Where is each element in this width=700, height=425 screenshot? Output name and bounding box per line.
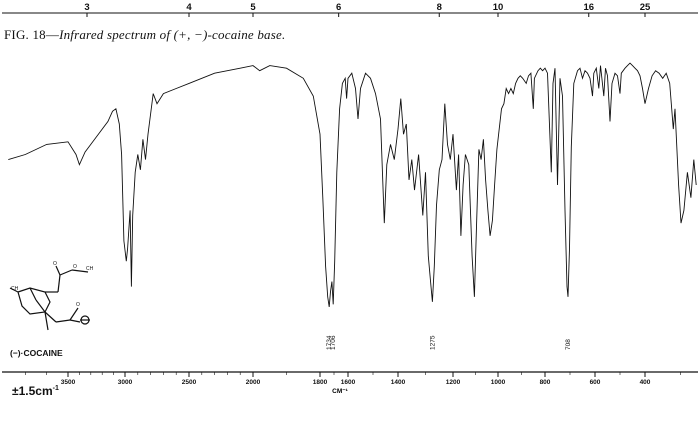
- bottom-tick-label: 1400: [391, 379, 406, 386]
- structure-atom-labels: CH O O CH O: [11, 261, 94, 308]
- bottom-tick-label: 1000: [491, 379, 506, 386]
- x-axis-unit: CM⁻¹: [332, 388, 348, 395]
- compound-label: (−)·COCAINE: [10, 348, 63, 358]
- peak-label: 1275: [429, 335, 436, 350]
- figure-caption: FIG. 18—Infrared spectrum of (+, −)-coca…: [4, 27, 285, 43]
- caption-prefix: FIG. 18—: [4, 27, 60, 42]
- svg-text:O: O: [76, 302, 80, 308]
- bottom-tick-label: 3500: [61, 379, 76, 386]
- top-tick-label: 8: [437, 2, 442, 13]
- caption-title: Infrared spectrum of (+, −)-cocaine base…: [59, 27, 286, 42]
- bottom-tick-label: 3000: [118, 379, 133, 386]
- svg-text:CH: CH: [86, 266, 94, 272]
- top-tick-label: 16: [583, 2, 594, 13]
- top-tick-label: 25: [640, 2, 651, 13]
- top-tick-label: 5: [250, 2, 256, 13]
- bottom-tick-label: 1600: [341, 379, 356, 386]
- bottom-tick-label: 600: [590, 379, 601, 386]
- scale-label-text: ±1.5cm: [12, 384, 53, 398]
- bottom-tick-label: 800: [540, 379, 551, 386]
- peak-label: 1734: [326, 335, 333, 350]
- bottom-axis-labels: 3500 3000 2500 2000 1800 1600 1400 1200 1000 800 6…: [61, 379, 651, 386]
- peak-label: 1706: [330, 335, 337, 350]
- bottom-tick-label: 1200: [446, 379, 461, 386]
- top-axis-labels: 3 4 5 6 8 10 16 25: [84, 2, 651, 13]
- bottom-tick-label: 2000: [246, 379, 261, 386]
- svg-text:O: O: [53, 261, 57, 267]
- bottom-axis-ticks: [25, 372, 681, 377]
- spectrum-trace: [8, 62, 697, 307]
- top-tick-label: 4: [186, 2, 192, 13]
- bottom-tick-label: 1800: [313, 379, 328, 386]
- svg-text:CH: CH: [11, 286, 19, 292]
- peak-label: 708: [565, 339, 572, 350]
- scale-label: ±1.5cm-1: [12, 384, 59, 398]
- cocaine-structure-drawing: [9, 265, 90, 331]
- top-tick-label: 6: [336, 2, 341, 13]
- top-tick-label: 3: [84, 2, 89, 13]
- top-tick-label: 10: [493, 2, 504, 13]
- scale-label-exponent: -1: [52, 385, 59, 392]
- top-axis-ticks: [2, 12, 698, 17]
- bottom-tick-label: 400: [640, 379, 651, 386]
- svg-text:O: O: [73, 264, 77, 270]
- bottom-tick-label: 2500: [182, 379, 197, 386]
